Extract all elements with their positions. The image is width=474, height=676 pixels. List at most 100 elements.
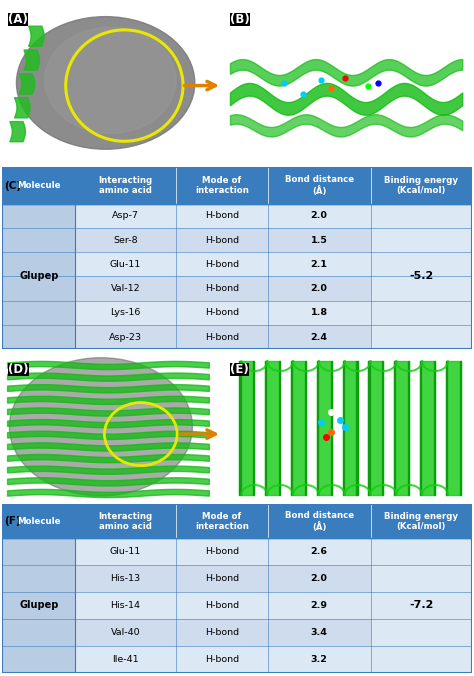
Text: Binding energy
(Kcal/mol): Binding energy (Kcal/mol) [384, 176, 458, 195]
Text: Glupep: Glupep [19, 600, 58, 610]
Bar [267, 301, 371, 325]
Text: Mode of
interaction: Mode of interaction [195, 512, 249, 531]
Text: 2.0: 2.0 [310, 284, 328, 293]
Bar [176, 538, 267, 565]
Bar [267, 276, 371, 301]
Text: H-bond: H-bond [205, 260, 239, 269]
Text: (A): (A) [8, 13, 28, 26]
Text: His-13: His-13 [110, 574, 141, 583]
Bar [2, 565, 75, 592]
Bar [371, 203, 472, 349]
Text: 2.0: 2.0 [310, 574, 328, 583]
Bar [267, 325, 371, 349]
Text: 2.4: 2.4 [310, 333, 328, 341]
Bar [176, 228, 267, 252]
Bar [2, 203, 75, 228]
Ellipse shape [45, 27, 176, 133]
Bar [75, 203, 176, 228]
Bar [2, 619, 75, 646]
Bar [2, 646, 75, 673]
Bar [371, 301, 472, 325]
Bar [176, 203, 267, 228]
Bar [371, 325, 472, 349]
Bar [267, 538, 371, 565]
Bar [371, 252, 472, 276]
Bar [176, 325, 267, 349]
Text: 1.5: 1.5 [310, 236, 328, 245]
Text: Glupep: Glupep [19, 272, 58, 281]
Bar [176, 646, 267, 673]
Bar [371, 592, 472, 619]
Bar [371, 228, 472, 252]
Bar [2, 592, 75, 619]
Ellipse shape [9, 358, 192, 496]
Bar [176, 592, 267, 619]
Text: Lys-16: Lys-16 [110, 308, 141, 317]
Bar [371, 619, 472, 646]
Text: Interacting
amino acid: Interacting amino acid [99, 512, 153, 531]
Text: Bond distance
(Å): Bond distance (Å) [284, 175, 354, 196]
Text: Val-12: Val-12 [111, 284, 140, 293]
Text: H-bond: H-bond [205, 333, 239, 341]
Bar [267, 252, 371, 276]
Text: 2.6: 2.6 [310, 547, 328, 556]
Bar [75, 565, 176, 592]
Bar [75, 301, 176, 325]
Text: Glu-11: Glu-11 [110, 547, 141, 556]
Bar [267, 203, 371, 228]
Bar [371, 646, 472, 673]
Bar [2, 252, 75, 276]
Bar [267, 619, 371, 646]
Text: (C): (C) [4, 180, 21, 191]
Text: Mode of
interaction: Mode of interaction [195, 176, 249, 195]
Text: -7.2: -7.2 [409, 600, 433, 610]
Text: 1.8: 1.8 [310, 308, 328, 317]
Text: H-bond: H-bond [205, 284, 239, 293]
Bar [176, 252, 267, 276]
Text: Asp-23: Asp-23 [109, 333, 142, 341]
Text: (F): (F) [4, 516, 20, 526]
Bar [2, 325, 75, 349]
Bar [75, 325, 176, 349]
Text: H-bond: H-bond [205, 236, 239, 245]
Bar [2, 504, 472, 538]
Bar [75, 619, 176, 646]
Bar [176, 301, 267, 325]
Text: Binding energy
(Kcal/mol): Binding energy (Kcal/mol) [384, 512, 458, 531]
Text: (E): (E) [230, 363, 249, 376]
Text: Glu-11: Glu-11 [110, 260, 141, 269]
Bar [2, 168, 472, 203]
Text: H-bond: H-bond [205, 628, 239, 637]
Bar [2, 228, 75, 252]
Text: Ser-8: Ser-8 [113, 236, 138, 245]
Bar [75, 592, 176, 619]
Text: 2.9: 2.9 [310, 601, 328, 610]
Bar [75, 646, 176, 673]
Text: Asp-7: Asp-7 [112, 212, 139, 220]
Bar [371, 538, 472, 565]
Bar [267, 592, 371, 619]
Text: (D): (D) [8, 363, 28, 376]
Text: Molecule: Molecule [17, 516, 61, 526]
Bar [176, 565, 267, 592]
Bar [371, 276, 472, 301]
Text: Molecule: Molecule [17, 181, 61, 190]
Text: 3.2: 3.2 [310, 654, 328, 664]
Bar [371, 565, 472, 592]
Text: -5.2: -5.2 [409, 272, 433, 281]
Bar [371, 203, 472, 228]
Text: His-14: His-14 [110, 601, 141, 610]
Text: H-bond: H-bond [205, 574, 239, 583]
Text: H-bond: H-bond [205, 212, 239, 220]
Text: (B): (B) [230, 13, 250, 26]
Text: Interacting
amino acid: Interacting amino acid [99, 176, 153, 195]
Text: H-bond: H-bond [205, 308, 239, 317]
Bar [75, 252, 176, 276]
Bar [267, 646, 371, 673]
Bar [176, 276, 267, 301]
Text: 2.1: 2.1 [310, 260, 328, 269]
Text: 2.0: 2.0 [310, 212, 328, 220]
Text: 3.4: 3.4 [310, 628, 328, 637]
Bar [2, 538, 75, 565]
Text: Val-40: Val-40 [111, 628, 140, 637]
